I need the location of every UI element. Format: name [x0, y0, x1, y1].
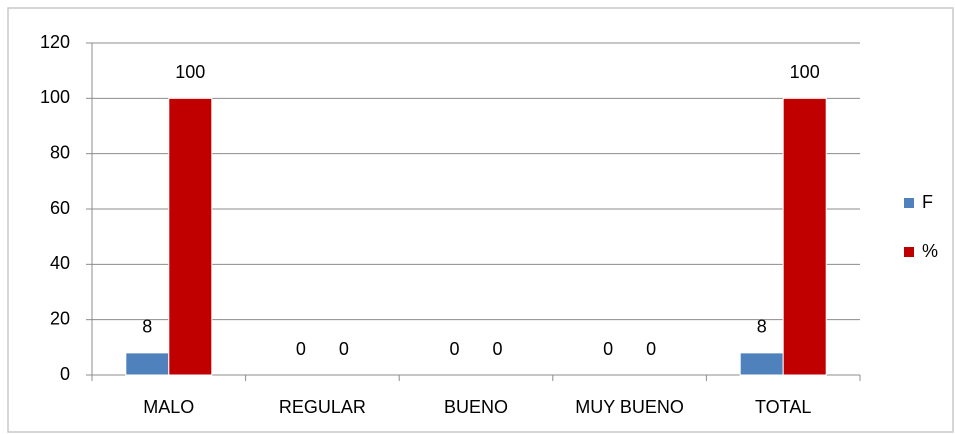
legend-label: F: [922, 192, 933, 212]
x-tick-label: MUY BUENO: [575, 397, 684, 417]
data-label: 0: [603, 339, 613, 359]
bar: [125, 352, 170, 376]
bar: [168, 97, 213, 376]
y-tick-label: 0: [60, 364, 70, 384]
x-tick-label: TOTAL: [755, 397, 811, 417]
data-label: 0: [492, 339, 502, 359]
y-tick-label: 60: [50, 198, 70, 218]
y-tick-label: 80: [50, 142, 70, 162]
legend-label: %: [922, 241, 938, 261]
y-tick-label: 120: [40, 32, 70, 52]
y-tick-label: 40: [50, 253, 70, 273]
y-tick-label: 100: [40, 87, 70, 107]
legend-swatch: [904, 247, 914, 257]
data-label: 0: [646, 339, 656, 359]
data-label: 0: [449, 339, 459, 359]
legend-swatch: [904, 198, 914, 208]
x-tick-label: REGULAR: [279, 397, 366, 417]
y-tick-label: 20: [50, 308, 70, 328]
data-label: 0: [296, 339, 306, 359]
data-label: 100: [175, 62, 205, 82]
x-tick-label: BUENO: [444, 397, 508, 417]
data-label: 8: [757, 317, 767, 337]
data-label: 8: [142, 317, 152, 337]
x-tick-label: MALO: [143, 397, 194, 417]
bar: [782, 97, 827, 376]
data-label: 0: [339, 339, 349, 359]
bar: [739, 352, 784, 376]
data-label: 100: [790, 62, 820, 82]
